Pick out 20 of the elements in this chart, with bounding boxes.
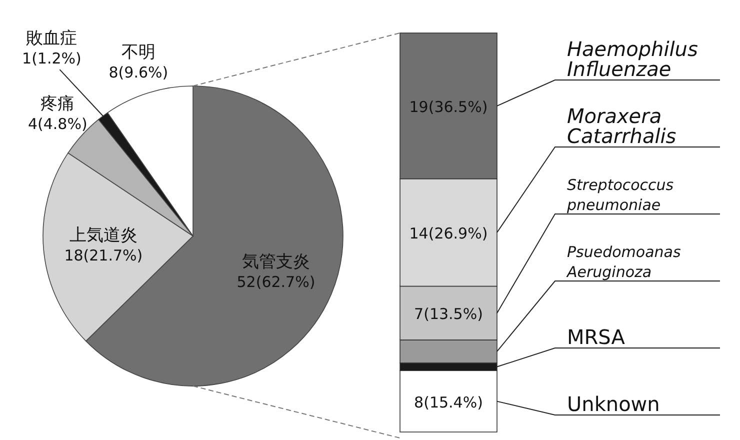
- data-label: 8(15.4%): [414, 393, 483, 412]
- data-label: 7(13.5%): [414, 305, 483, 324]
- slice-label: 不明: [121, 42, 156, 62]
- slice-label: 疼痛: [40, 94, 75, 114]
- text: Streptococcus pneumoniae: [566, 176, 674, 214]
- data-label: 52(62.7%): [236, 272, 316, 291]
- slice-label: 気管支炎: [242, 252, 310, 272]
- text: Psuedomoanas Aeruginoza: [566, 243, 681, 281]
- text: Moraxera Catarrhalis: [567, 104, 676, 148]
- text: Haemophilus Influenzae: [567, 37, 698, 81]
- data-label: 1(1.2%): [22, 50, 82, 68]
- data-label: 19(36.5%): [409, 98, 488, 116]
- text: Unknown: [567, 392, 660, 416]
- data-label: 14(26.9%): [409, 224, 488, 242]
- data-label: 8(9.6%): [108, 63, 168, 82]
- data-label: 18(21.7%): [64, 246, 143, 265]
- slice-label: 敗血症: [26, 28, 78, 49]
- data-label: 4(4.8%): [28, 114, 88, 133]
- slice-label: 上気道炎: [69, 226, 138, 246]
- text: MRSA: [567, 325, 626, 349]
